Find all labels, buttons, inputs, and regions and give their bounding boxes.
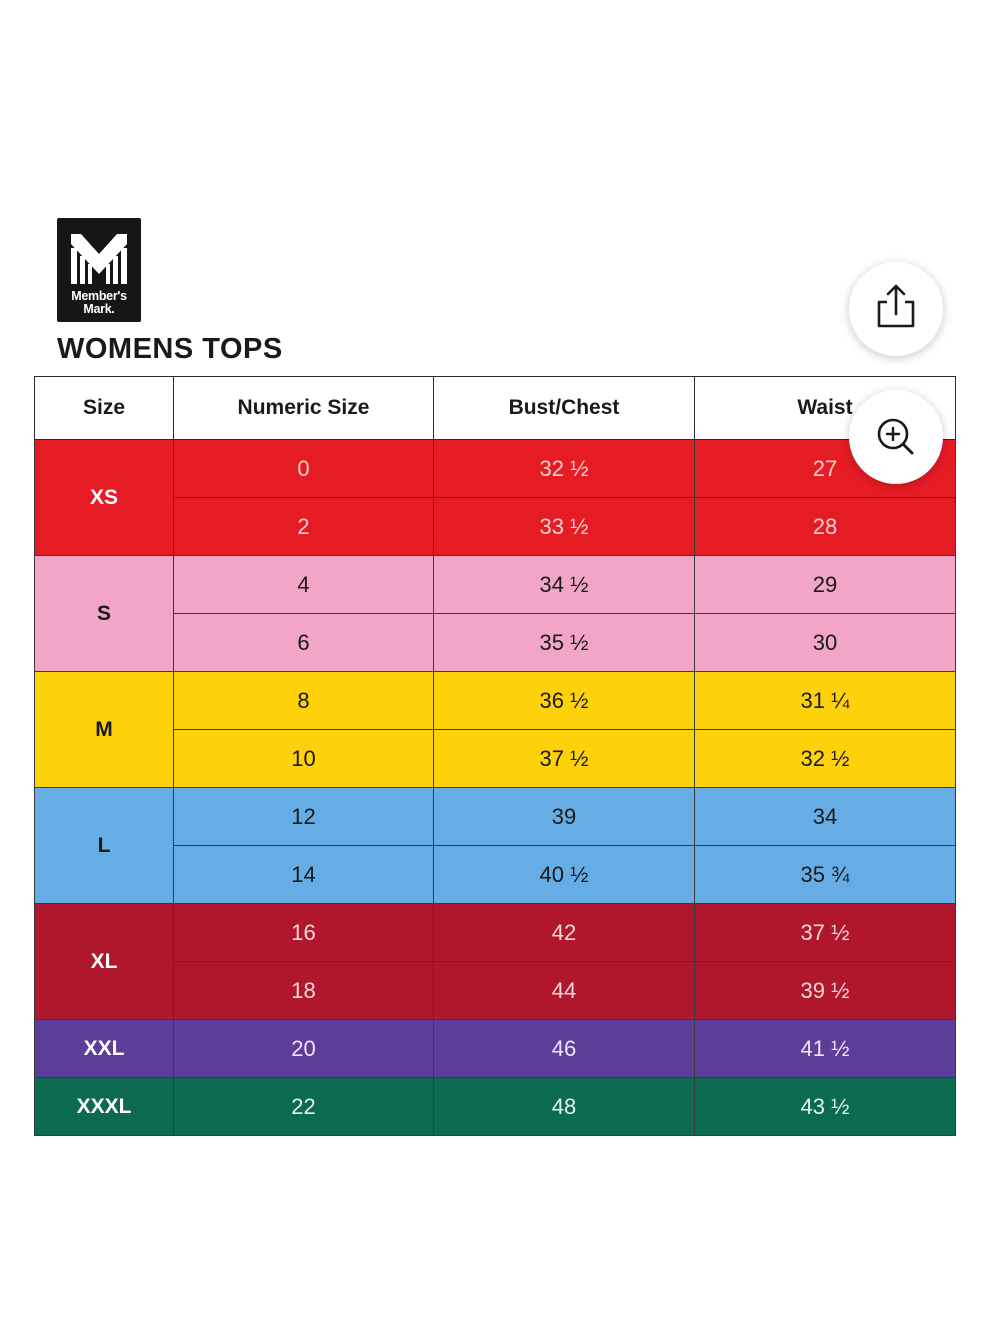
bust-cell: 37 ½ <box>433 729 695 788</box>
table-row: S 4 34 ½ 29 <box>34 555 956 672</box>
size-chart: Size Numeric Size Bust/Chest Waist XS 0 32… <box>34 376 956 1140</box>
size-label-xxxl: XXXL <box>34 1077 174 1136</box>
numeric-size-cell: 12 <box>173 787 434 846</box>
logo-m-mark <box>71 234 127 284</box>
header-size: Size <box>34 376 174 440</box>
numeric-size-cell: 2 <box>173 497 434 556</box>
bust-cell: 39 <box>433 787 695 846</box>
bust-cell: 46 <box>433 1019 695 1078</box>
size-chart-body: XS 0 32 ½ 27 2 33 ½ 28 S 4 34 ½ 29 6 35 ½ 30 M 8 36 ½ 31 … <box>34 439 956 1136</box>
numeric-size-cell: 18 <box>173 961 434 1020</box>
size-chart-table: Size Numeric Size Bust/Chest Waist XS 0 32… <box>34 376 956 1136</box>
page-title: WOMENS TOPS <box>57 333 283 365</box>
waist-cell: 41 ½ <box>694 1019 956 1078</box>
numeric-size-cell: 4 <box>173 555 434 614</box>
bust-cell: 35 ½ <box>433 613 695 672</box>
waist-cell: 30 <box>694 613 956 672</box>
waist-cell: 37 ½ <box>694 903 956 962</box>
table-row: 2 33 ½ 28 <box>34 497 956 556</box>
table-row: 10 37 ½ 32 ½ <box>34 729 956 788</box>
bust-cell: 34 ½ <box>433 555 695 614</box>
numeric-size-cell: 14 <box>173 845 434 904</box>
bust-cell: 33 ½ <box>433 497 695 556</box>
header-bust-chest: Bust/Chest <box>433 376 695 440</box>
waist-cell: 28 <box>694 497 956 556</box>
numeric-size-cell: 16 <box>173 903 434 962</box>
waist-cell: 29 <box>694 555 956 614</box>
bust-cell: 40 ½ <box>433 845 695 904</box>
table-row: XL 16 42 37 ½ <box>34 903 956 1020</box>
table-header-row: Size Numeric Size Bust/Chest Waist <box>34 376 956 440</box>
size-label-xs: XS <box>34 439 174 556</box>
table-row: 14 40 ½ 35 ¾ <box>34 845 956 904</box>
bust-cell: 32 ½ <box>433 439 695 498</box>
bust-cell: 48 <box>433 1077 695 1136</box>
waist-cell: 39 ½ <box>694 961 956 1020</box>
table-row: 18 44 39 ½ <box>34 961 956 1020</box>
table-row: 6 35 ½ 30 <box>34 613 956 672</box>
table-row: L 12 39 34 <box>34 787 956 904</box>
size-label-l: L <box>34 787 174 904</box>
zoom-in-icon <box>877 418 914 455</box>
waist-cell: 34 <box>694 787 956 846</box>
logo-wordmark-line1: Member's <box>71 289 127 303</box>
numeric-size-cell: 20 <box>173 1019 434 1078</box>
size-label-m: M <box>34 671 174 788</box>
waist-cell: 32 ½ <box>694 729 956 788</box>
waist-cell: 31 ¼ <box>694 671 956 730</box>
share-icon <box>877 284 915 328</box>
numeric-size-cell: 6 <box>173 613 434 672</box>
share-button[interactable] <box>849 262 943 356</box>
zoom-button[interactable] <box>849 390 943 484</box>
header-numeric-size: Numeric Size <box>173 376 434 440</box>
size-label-s: S <box>34 555 174 672</box>
bust-cell: 42 <box>433 903 695 962</box>
numeric-size-cell: 8 <box>173 671 434 730</box>
waist-cell: 35 ¾ <box>694 845 956 904</box>
members-mark-logo: Member's Mark. <box>57 218 141 322</box>
size-label-xxl: XXL <box>34 1019 174 1078</box>
table-row: XS 0 32 ½ 27 <box>34 439 956 556</box>
table-row: M 8 36 ½ 31 ¼ <box>34 671 956 788</box>
logo-wordmark-line2: Mark. <box>83 302 115 316</box>
numeric-size-cell: 10 <box>173 729 434 788</box>
table-row: XXL 20 46 41 ½ <box>34 1019 956 1078</box>
numeric-size-cell: 22 <box>173 1077 434 1136</box>
numeric-size-cell: 0 <box>173 439 434 498</box>
bust-cell: 36 ½ <box>433 671 695 730</box>
waist-cell: 43 ½ <box>694 1077 956 1136</box>
table-row: XXXL 22 48 43 ½ <box>34 1077 956 1136</box>
bust-cell: 44 <box>433 961 695 1020</box>
size-label-xl: XL <box>34 903 174 1020</box>
